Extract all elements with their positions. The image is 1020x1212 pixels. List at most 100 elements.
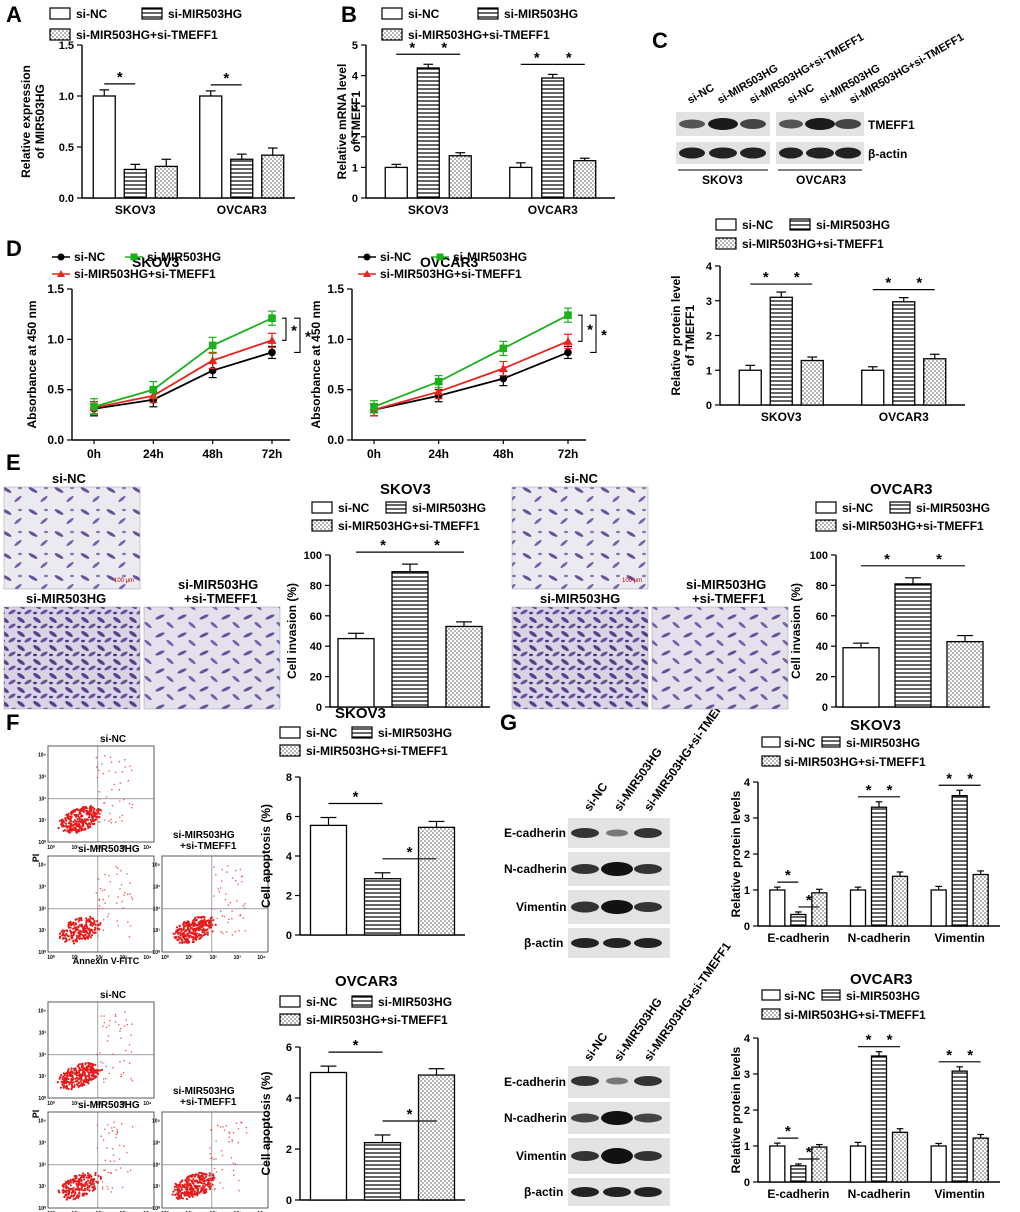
flow-event [116,902,118,904]
flow-event [76,928,79,931]
flow-event [79,809,82,813]
flow-event [75,938,78,941]
flow-event [68,1197,71,1200]
flow-event [193,1184,196,1187]
flow-event [112,1053,114,1055]
bar-si-mir503hg [363,878,402,936]
flow-event [74,1080,78,1083]
flow-event [202,1185,205,1188]
flow-event [128,1062,131,1064]
significance-bracket [590,314,597,353]
bar-si-mir503hg [892,301,916,406]
flow-plot-label-line2: +si-TMEFF1 [180,1097,237,1108]
flow-event [89,1066,92,1069]
flow-event [80,917,83,920]
flow-y-axis-label: PI [31,1110,41,1119]
flow-event [244,903,246,905]
blot-c-band [679,147,705,159]
flow-event [210,1129,212,1131]
chart-title-g-ovcar3: OVCAR3 [850,971,913,988]
blot-g1-band [571,938,599,948]
y-axis-label: Relative protein levels [729,790,743,917]
flow-event [228,918,230,921]
micrograph-skov3-si-mir503hg-si-tmeff1 [143,606,281,710]
y-tick-label: 0.5 [59,142,74,154]
legend-c: si-NC si-MIR503HG si-MIR503HG+si-TMEFF1 [715,218,890,251]
flow-event [75,1071,79,1074]
flow-event [66,826,69,829]
flow-event [108,1072,111,1075]
data-point-si-mir503hg-si-tmeff1 [208,355,218,364]
bar-si-mir503hg-si-tmeff1 [891,1131,909,1183]
flow-event [84,1074,87,1078]
y-axis-label: of MIR503HG [33,84,47,159]
flow-event [84,1077,87,1080]
flow-event [91,806,94,809]
y-tick-label: 1.0 [47,332,64,346]
legend-swatch-si-mir503hg [789,218,811,231]
flow-event [231,1138,233,1141]
legend-label-si-nc: si-NC [784,736,816,750]
y-tick-label: 2 [744,849,750,861]
blot-g2-band [601,1148,633,1164]
bar-si-nc [769,1145,786,1183]
bar-si-mir503hg [363,1141,402,1201]
flow-event [121,1186,124,1189]
flow-event [78,937,81,941]
flow-event [100,1135,102,1137]
legend-e1: si-NC si-MIR503HG si-MIR503HG+si-TMEFF1 [311,501,486,533]
flow-event [202,1182,205,1185]
flow-event [72,820,75,823]
bar-si-mir503hg [391,571,429,708]
flow-x-tick-label: 10⁴ [143,1101,152,1107]
flow-event [186,1178,189,1181]
flow-event [177,938,180,941]
flow-event [67,921,70,924]
y-tick-label: 100 [810,550,828,562]
flow-event [99,798,101,800]
flow-event [79,1176,83,1179]
flow-event [62,1185,65,1188]
flow-event [242,917,245,919]
legend-label-si-mir503hg-si-tmeff1: si-MIR503HG+si-TMEFF1 [380,267,522,281]
flow-event [232,1162,235,1164]
flow-event [102,1025,104,1028]
flow-event [86,925,89,928]
flow-event [83,1079,86,1082]
legend-swatch-si-nc [715,218,737,231]
flow-y-tick-label: 10¹ [39,818,47,824]
y-tick-label: 40 [816,641,828,653]
flow-x-tick-label: 10² [96,845,104,851]
line-chart-d-skov3: 0.0 0.5 1.0 1.5 0h 24h 48h 72h * * Absorbance at 4… [25,282,311,461]
flow-event [58,819,62,822]
y-tick-label: 5 [352,40,358,52]
micro-label-si-mir503hg: si-MIR503HG [26,591,106,606]
flow-event [90,1062,93,1066]
flow-event [184,1179,187,1182]
bar-si-nc [849,889,867,927]
flow-event [84,1182,87,1185]
flow-event [71,1085,74,1088]
flow-event [62,931,65,934]
bar-chart-g-skov3: 0 1 2 3 4 E-cadherin * * N-cadherin * * Vimentin * * R… [729,770,1000,945]
flow-event [92,815,95,818]
flow-event [119,816,121,819]
flow-event [87,1061,90,1065]
flow-event [94,923,97,926]
blot-g2-band [601,1111,633,1125]
flow-event [74,922,77,925]
micro-label-si-tmeff1-line2: +si-TMEFF1 [184,591,257,606]
flow-event [235,869,237,872]
flow-event [94,1171,97,1175]
flow-event [182,927,185,930]
micrographs-e-ovcar3: si-NC 100 μm si-MIR503HG si-MIR503HG +si… [511,471,789,710]
bar-si-mir503hg-si-tmeff1 [417,1074,456,1201]
y-axis-label: Absorbance at 450 nm [25,300,39,428]
flow-event [83,1187,87,1190]
flow-event [96,1053,98,1056]
flow-event [86,1172,90,1175]
flow-event [186,1182,189,1185]
flow-event [88,920,91,923]
flow-event [220,930,222,933]
flow-event [64,1072,67,1075]
